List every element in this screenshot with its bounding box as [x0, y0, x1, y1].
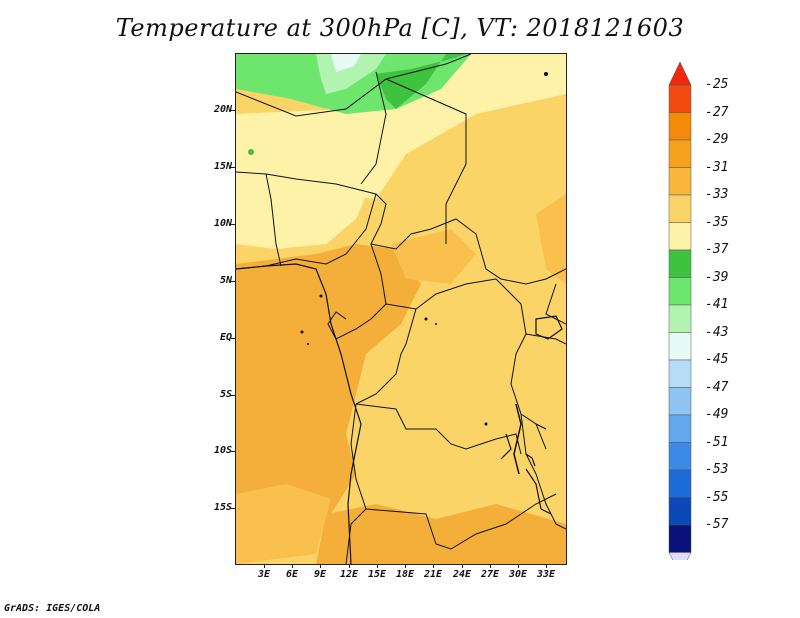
- x-label-6e: 6E: [285, 569, 299, 580]
- x-tick: [320, 564, 321, 568]
- map-title: Temperature at 300hPa [C], VT: 201812160…: [115, 14, 685, 42]
- field-warm-east: [536, 194, 566, 284]
- y-tick: [231, 395, 235, 396]
- colorbar-label: -49: [705, 407, 729, 422]
- field-green-dark: [376, 54, 466, 109]
- colorbar-top-triangle: [668, 61, 692, 86]
- colorbar-swatch: [668, 139, 692, 168]
- y-tick: [231, 224, 235, 225]
- field-cool-band: [236, 169, 371, 249]
- colorbar-label: -35: [705, 214, 729, 230]
- colorbar-label: -29: [705, 132, 729, 147]
- colorbar-swatch: [668, 222, 692, 251]
- colorbar-swatch: [668, 469, 692, 498]
- colorbar-bottom-triangle: [668, 552, 692, 560]
- colorbar-swatch: [668, 524, 692, 553]
- y-tick: [231, 281, 235, 282]
- field-warm-central: [391, 229, 476, 284]
- field-warm-west: [236, 244, 421, 534]
- field-cool-east: [461, 54, 566, 89]
- colorbar-label: -45: [705, 352, 729, 367]
- colorbar: [668, 61, 692, 560]
- y-label-15n: 15N: [213, 161, 232, 172]
- field-cool-north: [236, 54, 566, 199]
- y-tick: [231, 508, 235, 509]
- colorbar-swatch: [668, 84, 692, 113]
- x-tick: [349, 564, 350, 568]
- colorbar-label: -37: [705, 242, 729, 257]
- y-label-10n: 10N: [213, 218, 232, 229]
- temperature-map: [235, 53, 567, 565]
- y-tick: [231, 167, 235, 168]
- colorbar-label: -27: [705, 104, 729, 120]
- x-tick: [264, 564, 265, 568]
- x-tick: [292, 564, 293, 568]
- colorbar-swatch: [668, 414, 692, 443]
- colorbar-label: -43: [705, 324, 729, 340]
- grads-credit: GrADS: IGES/COLA: [4, 603, 101, 614]
- small-islands: [300, 72, 548, 426]
- colorbar-label: -51: [705, 434, 729, 450]
- y-label-eq: EQ: [219, 332, 232, 343]
- x-tick: [490, 564, 491, 568]
- x-tick: [433, 564, 434, 568]
- y-tick: [231, 451, 235, 452]
- colorbar-swatch: [668, 249, 692, 278]
- colorbar-swatch: [668, 277, 692, 306]
- x-label-18e: 18E: [395, 569, 415, 580]
- y-label-10s: 10S: [213, 445, 232, 456]
- x-tick: [462, 564, 463, 568]
- field-green-palest: [331, 54, 361, 72]
- colorbar-label: -47: [705, 379, 729, 395]
- x-label-15e: 15E: [367, 569, 387, 580]
- x-tick: [377, 564, 378, 568]
- x-label-27e: 27E: [480, 569, 500, 580]
- x-label-21e: 21E: [423, 569, 443, 580]
- coastlines: [236, 263, 563, 564]
- colorbar-label: -53: [705, 462, 729, 477]
- y-label-5n: 5N: [219, 275, 232, 286]
- colorbar-swatch: [668, 112, 692, 141]
- colorbar-swatch: [668, 332, 692, 361]
- map-canvas: [236, 54, 566, 564]
- colorbar-label: -31: [705, 159, 729, 175]
- y-label-20n: 20N: [213, 104, 232, 115]
- x-tick: [546, 564, 547, 568]
- field-warm-south: [316, 504, 566, 564]
- colorbar-swatch: [668, 359, 692, 388]
- y-label-15s: 15S: [213, 502, 232, 513]
- colorbar-label: -55: [705, 489, 729, 505]
- field-green-light: [316, 54, 386, 94]
- x-label-12e: 12E: [339, 569, 359, 580]
- colorbar-label: -33: [705, 187, 729, 202]
- x-tick: [518, 564, 519, 568]
- colorbar-label: -39: [705, 269, 729, 285]
- x-label-30e: 30E: [508, 569, 528, 580]
- colorbar-swatch: [668, 167, 692, 196]
- colorbar-swatch: [668, 442, 692, 471]
- colorbar-swatch: [668, 304, 692, 333]
- x-label-33e: 33E: [536, 569, 556, 580]
- y-tick: [231, 338, 235, 339]
- x-tick: [405, 564, 406, 568]
- colorbar-swatch: [668, 194, 692, 223]
- country-borders: [236, 54, 566, 564]
- x-label-24e: 24E: [452, 569, 472, 580]
- colorbar-label: -41: [705, 297, 729, 312]
- x-label-3e: 3E: [257, 569, 271, 580]
- x-label-9e: 9E: [313, 569, 327, 580]
- colorbar-swatch: [668, 497, 692, 526]
- field-warm-southwest: [236, 484, 331, 564]
- field-green-spot: [248, 149, 254, 155]
- y-tick: [231, 110, 235, 111]
- colorbar-swatch: [668, 387, 692, 416]
- colorbar-label: -25: [705, 77, 729, 92]
- y-label-5s: 5S: [219, 389, 232, 400]
- colorbar-label: -57: [705, 517, 729, 532]
